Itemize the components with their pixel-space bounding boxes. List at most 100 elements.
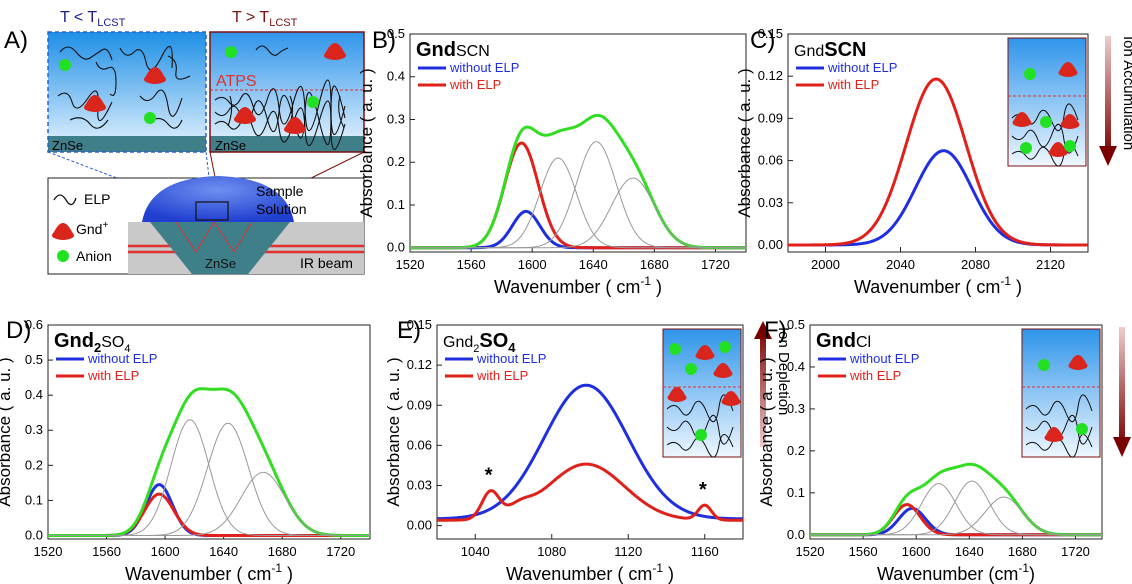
- y-tick-label: 0.5: [787, 317, 805, 332]
- solution-label: Solution: [256, 201, 307, 217]
- above-lcst-znse-layer: [210, 136, 364, 152]
- x-tick-label: 2120: [1036, 257, 1065, 272]
- panel-label: E): [397, 317, 421, 344]
- series-line-component-3: [48, 419, 370, 536]
- x-tick-label: 1640: [209, 544, 238, 559]
- above-lcst-title: T > TLCST: [232, 9, 298, 29]
- panel-label: B): [372, 27, 396, 54]
- legend-label: with ELP: [849, 368, 901, 383]
- side-arrow-head: [754, 321, 772, 339]
- x-tick-label: 1680: [1008, 544, 1037, 559]
- inset-gnd-ion: [1060, 114, 1080, 129]
- x-tick-label: 2040: [886, 257, 915, 272]
- peak-annotation: *: [485, 464, 493, 486]
- below-anion: [59, 59, 71, 71]
- gnd-ion-legend-symbol: [52, 223, 74, 240]
- y-tick-label: 0.2: [25, 457, 43, 472]
- x-tick-label: 1520: [796, 544, 825, 559]
- series-line-without-elp: [409, 209, 747, 250]
- panel-label-a: A): [4, 27, 28, 54]
- panel-label: C): [750, 27, 775, 54]
- y-tick-label: 0.06: [407, 437, 432, 452]
- x-axis-label: Wavenumber (cm-1): [877, 561, 1035, 584]
- ir-beam-label: IR beam: [300, 255, 353, 271]
- inset-anion: [695, 429, 707, 441]
- y-tick-label: 0.6: [25, 317, 43, 332]
- legend-anion: Anion: [76, 248, 112, 264]
- x-tick-label: 1600: [518, 257, 547, 272]
- y-tick-label: 0.3: [387, 111, 405, 126]
- y-tick-label: 0.06: [758, 153, 783, 168]
- plot-frame: [409, 33, 747, 253]
- sample-label: Sample: [256, 183, 304, 199]
- legend-gnd: Gnd+: [76, 220, 108, 237]
- side-arrow-shaft: [760, 327, 766, 447]
- series-line-component-2: [409, 113, 747, 250]
- x-axis-label: Wavenumber ( cm-1 ): [854, 274, 1022, 297]
- y-tick-label: 0.1: [387, 197, 405, 212]
- side-arrow-shaft: [1119, 327, 1125, 447]
- side-note: Ion Depletion: [775, 327, 792, 415]
- y-tick-label: 0.4: [787, 359, 805, 374]
- panel-label: D): [6, 317, 31, 344]
- y-axis-label: Absorbance ( a. u. ): [0, 357, 14, 506]
- chart-title: GndSCN: [416, 39, 490, 61]
- inset-anion: [1076, 423, 1088, 435]
- anion-legend-symbol: [57, 250, 69, 262]
- x-tick-label: 1120: [614, 544, 642, 559]
- inset-gnd-ion: [1068, 355, 1088, 370]
- chart-title: GndSCN: [794, 39, 866, 61]
- y-tick-label: 0.5: [25, 352, 43, 367]
- x-tick-label: 1560: [92, 544, 121, 559]
- chart-panel-b: B) 1520 1560 1600 1640 1680 1720 0.0 0.1 0.2 0.3 0.…: [357, 26, 747, 297]
- zoom-box: [195, 201, 229, 221]
- y-tick-label: 0.0: [787, 527, 805, 542]
- legend-label: without ELP: [849, 351, 919, 366]
- chart-panels: B) 1520 1560 1600 1640 1680 1720 0.0 0.1 0.2 0.3 0.…: [0, 26, 1132, 584]
- legend-label: with ELP: [476, 368, 528, 383]
- inset-gnd-ion: [713, 363, 733, 378]
- inset-anion: [1020, 142, 1032, 154]
- x-tick-label: 2080: [961, 257, 990, 272]
- panel-label: F): [764, 317, 787, 344]
- above-lcst-frame: [209, 31, 365, 153]
- series-line-with-elp: [436, 462, 744, 522]
- y-tick-label: 0.1: [787, 485, 805, 500]
- y-tick-label: 0.3: [787, 401, 805, 416]
- chart-title: GndCl: [816, 330, 871, 352]
- legend-label: with ELP: [449, 77, 501, 92]
- y-tick-label: 0.00: [758, 237, 783, 252]
- inset-gnd-ion: [721, 391, 741, 406]
- y-tick-label: 0.09: [407, 397, 432, 412]
- chart-panel-c: C) Ion Accumulation 2000 2040 2080 2120 0.00 0.…: [735, 26, 1132, 297]
- side-note: Ion Accumulation: [1120, 36, 1132, 150]
- chart-panel-f: F)Only Slight Accumulation15201560160016…: [757, 317, 1131, 584]
- legend-label: with ELP: [87, 368, 139, 383]
- side-arrow-head: [1099, 146, 1117, 166]
- inset-gnd-ion: [1048, 142, 1068, 157]
- inset-gnd-ion: [667, 387, 687, 402]
- y-axis-label: Absorbance ( a. u. ): [735, 68, 754, 217]
- y-axis-label: Absorbance ( a. u. ): [757, 357, 776, 506]
- crystal-znse-label: ZnSe: [205, 256, 236, 271]
- legend-label: without ELP: [827, 60, 897, 75]
- above-gnd-ions: [234, 43, 346, 134]
- series-line-without-elp: [47, 483, 371, 537]
- y-tick-label: 0.15: [758, 26, 783, 41]
- y-tick-label: 0.3: [25, 422, 43, 437]
- inset-anion: [669, 343, 681, 355]
- inset-anion: [685, 363, 697, 375]
- chart-title: Gnd2SO4: [54, 330, 130, 355]
- y-axis-label: Absorbance ( a. u. ): [384, 357, 403, 506]
- x-tick-label: 1680: [640, 257, 669, 272]
- y-tick-label: 0.12: [407, 357, 432, 372]
- plot-frame: [787, 33, 1089, 253]
- series-line-component-4: [48, 422, 370, 536]
- inset-gnd-ion: [695, 345, 715, 360]
- y-tick-label: 0.15: [407, 317, 432, 332]
- y-tick-label: 0.4: [387, 69, 405, 84]
- plot-frame: [47, 324, 371, 540]
- schematic-legend: ELP Gnd+ Anion: [52, 191, 112, 264]
- y-tick-label: 0.4: [25, 387, 43, 402]
